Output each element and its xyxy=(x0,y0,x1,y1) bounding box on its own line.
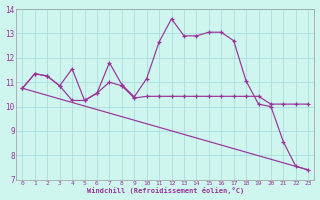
X-axis label: Windchill (Refroidissement éolien,°C): Windchill (Refroidissement éolien,°C) xyxy=(87,187,244,194)
